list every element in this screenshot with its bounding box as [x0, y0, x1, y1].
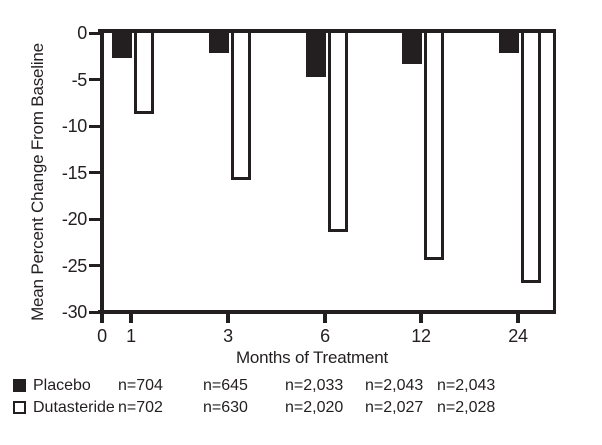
- bar-dutasteride-month-3: [231, 33, 251, 180]
- bar-placebo-month-6: [306, 33, 326, 77]
- bar-dutasteride-month-12: [424, 33, 444, 260]
- y-tick-mark: [89, 31, 100, 35]
- x-tick-mark: [129, 314, 133, 323]
- x-tick-label: 1: [126, 326, 136, 346]
- bar-placebo-month-12: [402, 33, 422, 64]
- legend-row-dutasteride: Dutasteride n=702 n=630 n=2,020 n=2,027 n=2,0…: [0, 399, 602, 419]
- legend-swatch-filled-square-icon: [13, 379, 26, 392]
- x-axis: [98, 310, 556, 314]
- y-tick-mark: [89, 171, 100, 174]
- y-tick-label: -15: [61, 162, 87, 183]
- bar-placebo-month-1: [112, 33, 132, 59]
- y-tick-mark: [89, 78, 100, 81]
- legend-count: n=2,043: [437, 377, 496, 394]
- legend-swatch-open-square-icon: [13, 401, 26, 414]
- y-tick-label: -25: [61, 255, 87, 276]
- bar-placebo-month-24: [499, 33, 519, 54]
- x-tick-label: 0: [97, 326, 107, 346]
- x-tick-mark: [226, 314, 230, 323]
- y-tick-mark: [89, 264, 100, 267]
- legend-series-name: Dutasteride: [33, 399, 115, 416]
- x-tick-label: 12: [411, 326, 431, 346]
- bar-placebo-month-3: [209, 33, 229, 53]
- y-tick-label: -30: [61, 302, 87, 322]
- legend-row-placebo: Placebo n=704 n=645 n=2,033 n=2,043 n=2,043: [0, 377, 602, 397]
- y-tick-mark: [89, 124, 100, 128]
- y-tick-mark: [89, 310, 100, 314]
- x-tick-label: 3: [223, 326, 233, 346]
- zero-line: [98, 29, 556, 33]
- x-tick-label: 6: [320, 326, 330, 346]
- x-tick-label: 24: [508, 326, 528, 346]
- x-tick-mark: [516, 314, 520, 323]
- legend-count: n=2,028: [437, 399, 496, 416]
- right-spine: [553, 29, 556, 314]
- x-tick-mark: [323, 314, 327, 323]
- x-tick-mark: [419, 314, 423, 323]
- legend-count: n=2,033: [285, 377, 344, 394]
- x-tick-mark: [100, 314, 104, 323]
- bar-dutasteride-month-24: [521, 33, 541, 284]
- y-tick-label: 0: [77, 23, 87, 43]
- legend-count: n=702: [118, 399, 163, 416]
- legend-series-name: Placebo: [33, 377, 91, 394]
- y-tick-label: -20: [61, 209, 87, 229]
- y-tick-label: -10: [61, 116, 87, 136]
- legend-count: n=2,020: [285, 399, 344, 416]
- y-axis: [100, 29, 104, 318]
- bar-dutasteride-month-6: [328, 33, 348, 233]
- y-tick-mark: [89, 217, 100, 221]
- legend-count: n=630: [203, 399, 248, 416]
- legend-count: n=704: [118, 377, 163, 394]
- y-tick-label: -5: [71, 69, 88, 90]
- bar-dutasteride-month-1: [134, 33, 154, 114]
- x-axis-label: Months of Treatment: [235, 348, 389, 367]
- legend-count: n=645: [203, 377, 248, 394]
- legend-count: n=2,043: [365, 377, 424, 394]
- legend-count: n=2,027: [365, 399, 424, 416]
